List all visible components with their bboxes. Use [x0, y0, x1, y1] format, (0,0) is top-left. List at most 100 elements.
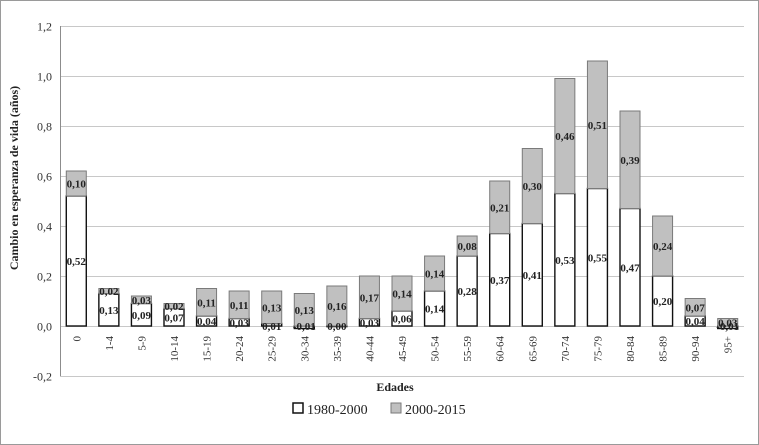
data-label-1980-2000: 0,47 — [620, 262, 640, 274]
data-label-2000-2015: 0,46 — [555, 131, 575, 143]
legend: 1980-2000 2000-2015 — [292, 402, 466, 418]
data-label-2000-2015: 0,11 — [197, 297, 216, 309]
bar-2000-2015 — [98, 288, 120, 294]
bar-2000-2015 — [228, 290, 250, 319]
x-tick-label: 80-84 — [625, 336, 637, 362]
y-axis-ticks: -0,2 0,0 0,2 0,4 0,6 0,8 1,0 1,2 — [33, 20, 52, 384]
data-label-2000-2015: 0,03 — [718, 317, 738, 329]
y-tick-label: 0,2 — [37, 270, 52, 284]
y-tick-label: 0,8 — [37, 120, 52, 134]
y-axis-title: Cambio en esperanza de vida (años) — [7, 86, 21, 270]
data-label-2000-2015: 0,03 — [132, 295, 152, 307]
x-tick-label: 65-69 — [527, 336, 539, 362]
legend-label-2000-2015: 2000-2015 — [405, 403, 466, 418]
bar-2000-2015 — [424, 255, 446, 292]
data-label-1980-2000: 0,14 — [425, 304, 445, 316]
data-label-2000-2015: 0,13 — [262, 302, 282, 314]
x-tick-label: 25-29 — [267, 336, 279, 362]
y-tick-label: 0,0 — [37, 320, 52, 334]
data-label-1980-2000: 0,55 — [588, 252, 608, 264]
data-label-1980-2000: 0,07 — [164, 312, 184, 324]
bar-2000-2015 — [65, 170, 87, 197]
legend-label-1980-2000: 1980-2000 — [307, 403, 368, 418]
data-label-2000-2015: 0,13 — [295, 305, 315, 317]
x-tick-label: 30-34 — [299, 336, 311, 362]
bar-2000-2015 — [521, 148, 543, 224]
data-label-1980-2000: 0,13 — [99, 305, 119, 317]
bar-2000-2015 — [456, 235, 478, 257]
y-tick-label: 0,6 — [37, 170, 52, 184]
data-label-2000-2015: 0,11 — [230, 300, 249, 312]
y-tick-label: 1,0 — [37, 70, 52, 84]
data-label-1980-2000: 0,09 — [132, 310, 152, 322]
bar-2000-2015 — [586, 60, 608, 189]
data-label-2000-2015: 0,16 — [327, 301, 347, 313]
x-tick-label: 70-74 — [560, 336, 572, 362]
y-tick-label: 1,2 — [37, 20, 52, 34]
x-tick-label: 35-39 — [332, 336, 344, 362]
data-label-1980-2000: 0,04 — [197, 316, 217, 328]
x-tick-label: 1-4 — [104, 336, 116, 351]
data-label-1980-2000: 0,00 — [327, 321, 347, 333]
bar-2000-2015 — [130, 295, 152, 304]
x-axis-ticks: 0 1-4 5-9 10-14 15-19 20-24 25-29 30-34 35-39 40-… — [71, 336, 734, 362]
data-label-1980-2000: 0,03 — [360, 317, 380, 329]
data-label-2000-2015: 0,17 — [360, 292, 380, 304]
bar-2000-2015 — [261, 290, 283, 324]
data-label-2000-2015: 0,14 — [425, 269, 445, 281]
x-tick-label: 50-54 — [430, 336, 442, 362]
x-axis-title: Edades — [376, 380, 414, 394]
data-label-1980-2000: 0,52 — [67, 256, 87, 268]
bar-2000-2015 — [293, 293, 315, 327]
data-label-2000-2015: 0,24 — [653, 241, 673, 253]
data-label-2000-2015: 0,30 — [523, 181, 543, 193]
data-label-2000-2015: 0,02 — [164, 301, 184, 313]
data-label-1980-2000: 0,41 — [523, 270, 542, 282]
bar-2000-2015 — [489, 180, 511, 234]
x-tick-label: 75-79 — [592, 336, 604, 362]
x-tick-label: 90-94 — [690, 336, 702, 362]
data-label-1980-2000: 0,03 — [230, 317, 250, 329]
data-label-1980-2000: 0,37 — [490, 275, 510, 287]
x-tick-label: 85-89 — [658, 336, 670, 362]
bar-2000-2015 — [652, 215, 674, 277]
data-label-1980-2000: 0,04 — [686, 316, 706, 328]
data-label-1980-2000: 0,28 — [458, 286, 478, 298]
bar-2000-2015 — [196, 288, 218, 317]
data-label-2000-2015: 0,51 — [588, 120, 607, 132]
data-label-2000-2015: 0,14 — [392, 289, 412, 301]
data-label-2000-2015: 0,39 — [620, 155, 640, 167]
x-tick-label: 55-59 — [462, 336, 474, 362]
data-label-2000-2015: 0,02 — [99, 286, 119, 298]
bar-2000-2015 — [717, 318, 739, 327]
bar-2000-2015 — [358, 275, 380, 319]
data-label-1980-2000: 0,53 — [555, 255, 575, 267]
data-label-1980-2000: 0,20 — [653, 296, 673, 308]
bars — [65, 60, 739, 330]
legend-swatch-1980-2000 — [292, 402, 304, 414]
bar-2000-2015 — [391, 275, 413, 312]
data-label-2000-2015: 0,08 — [458, 241, 478, 253]
data-labels: 0,520,100,130,020,090,030,070,020,040,11… — [67, 120, 740, 333]
bar-2000-2015 — [554, 78, 576, 194]
data-label-1980-2000: 0,01 — [262, 321, 281, 333]
x-tick-label: 10-14 — [169, 336, 181, 362]
y-tick-label: -0,2 — [33, 370, 52, 384]
y-tick-label: 0,4 — [37, 220, 52, 234]
legend-swatch-2000-2015 — [390, 402, 402, 414]
x-tick-label: 60-64 — [495, 336, 507, 362]
data-label-2000-2015: 0,21 — [490, 202, 509, 214]
bar-2000-2015 — [326, 285, 348, 327]
x-tick-label: 5-9 — [136, 336, 148, 351]
data-label-1980-2000: -0,01 — [293, 321, 316, 333]
data-label-1980-2000: -0,01 — [716, 321, 739, 333]
x-tick-label: 45-49 — [397, 336, 409, 362]
bar-2000-2015 — [163, 303, 185, 309]
data-label-2000-2015: 0,10 — [67, 179, 87, 191]
x-tick-label: 0 — [71, 336, 83, 342]
x-tick-label: 95+ — [723, 336, 735, 353]
x-tick-label: 40-44 — [364, 336, 376, 362]
x-tick-label: 20-24 — [234, 336, 246, 362]
